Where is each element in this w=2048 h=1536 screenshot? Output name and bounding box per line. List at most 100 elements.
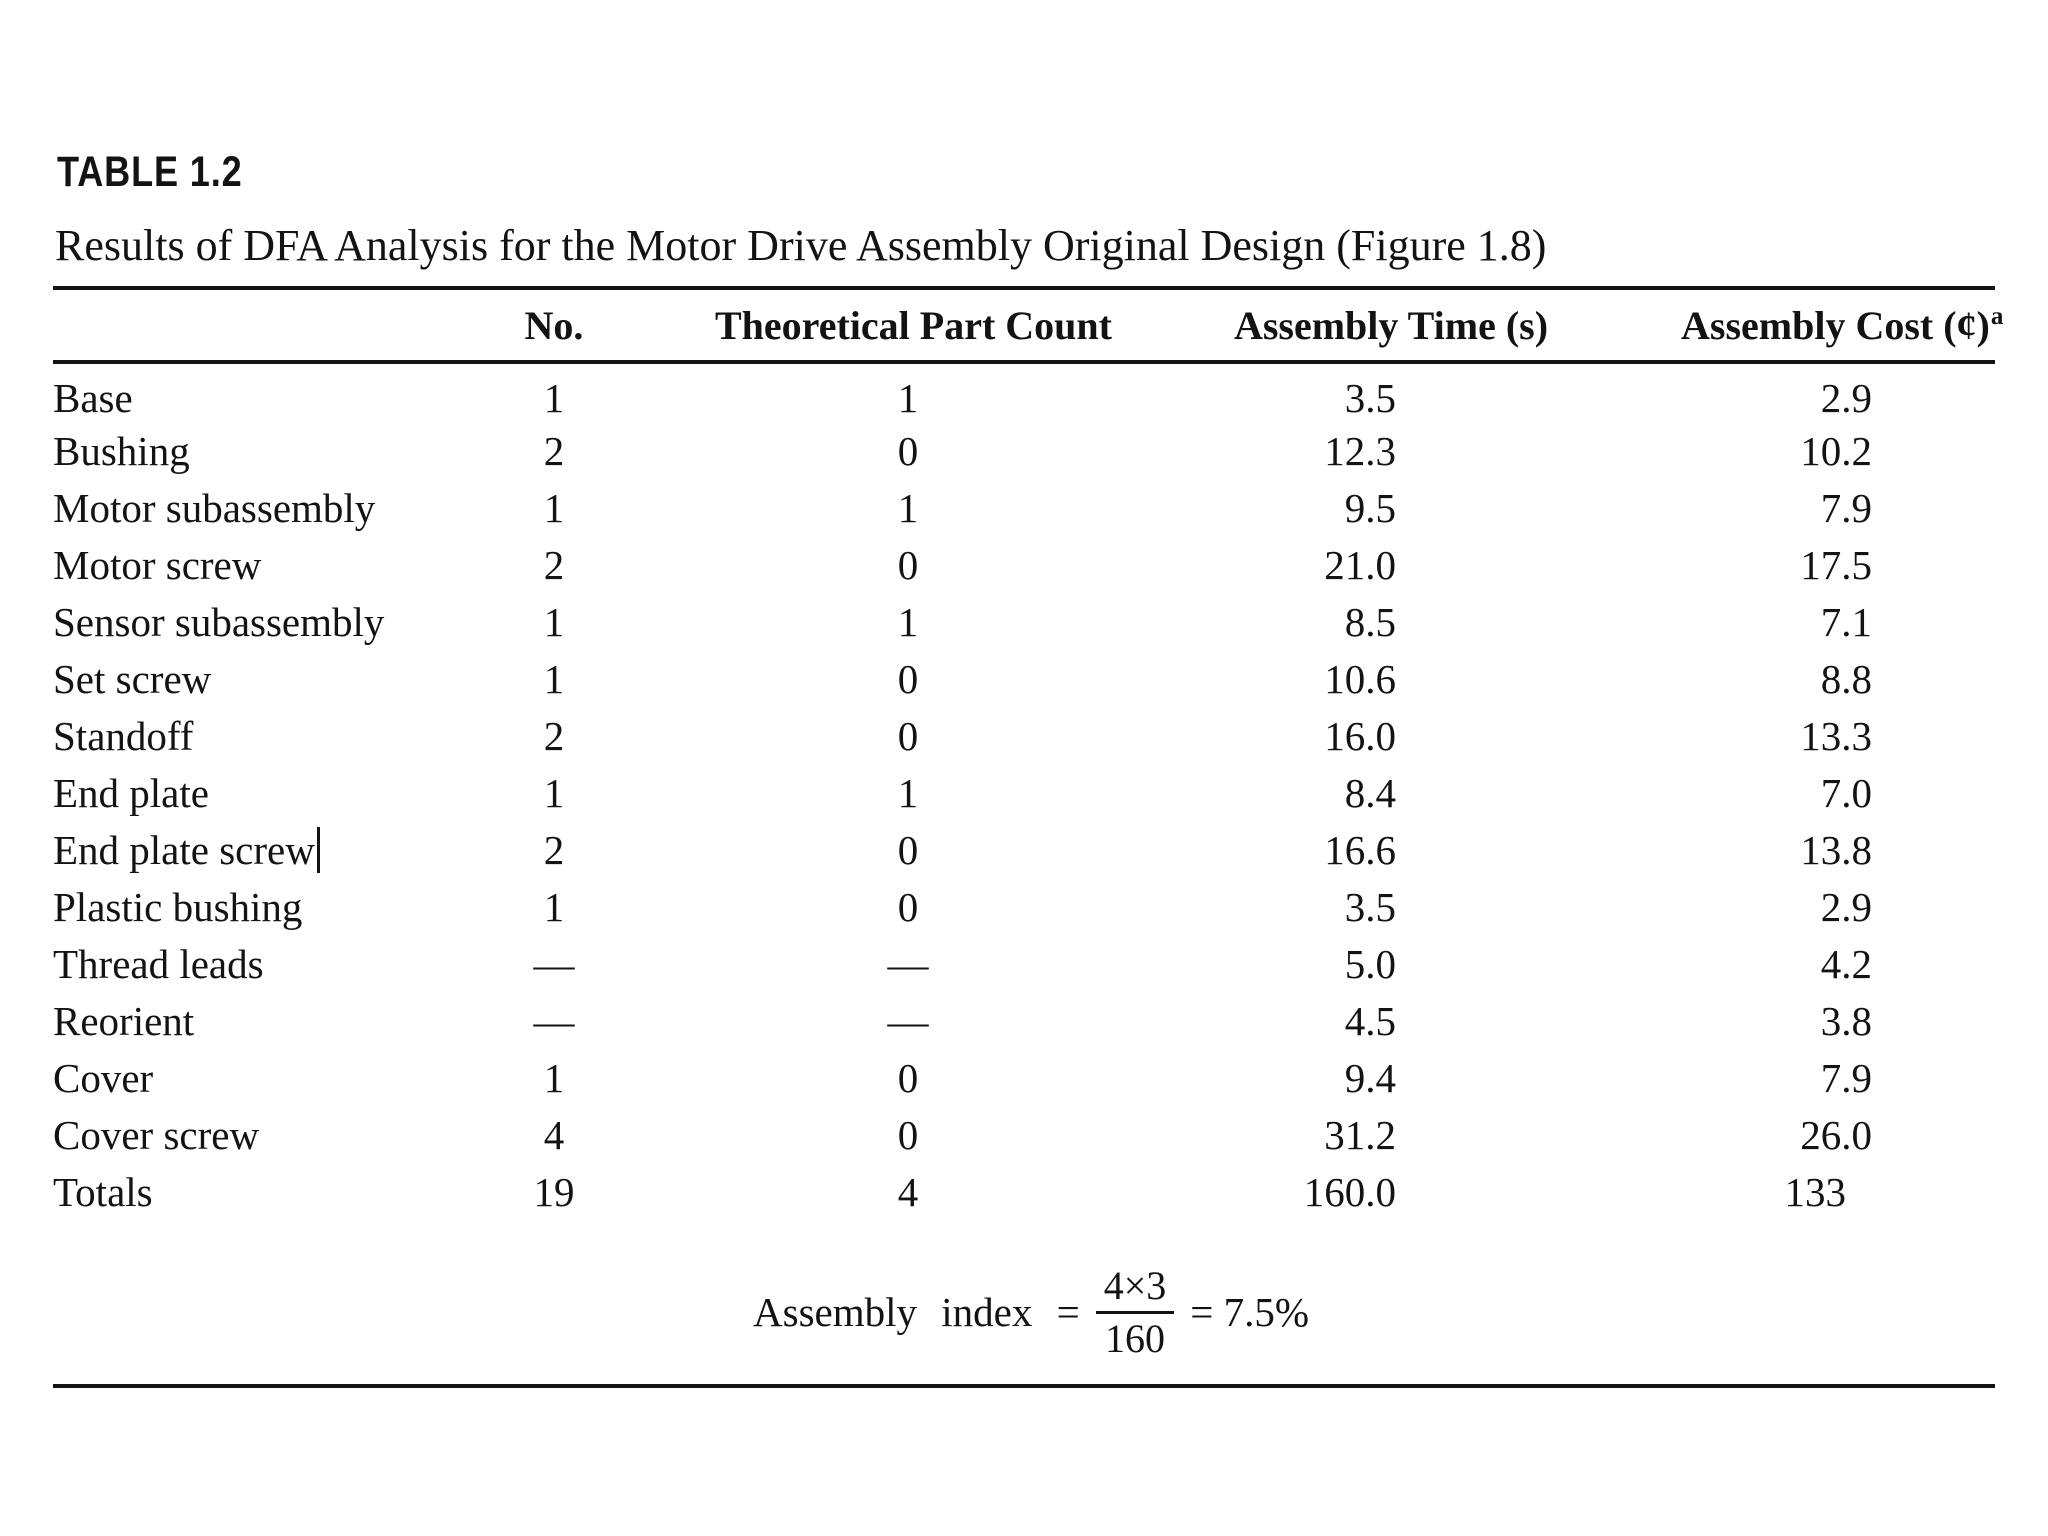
cost-cell: 8.8 bbox=[1820, 655, 1872, 702]
time-cell: 16.6 bbox=[1324, 826, 1396, 873]
table-row: Reorient — — 4.5 3.8 bbox=[53, 992, 1995, 1049]
bottom-rule bbox=[53, 1384, 1995, 1388]
fraction-denominator: 160 bbox=[1095, 1310, 1175, 1360]
column-header-assembly-time: Assembly Time (s) bbox=[1233, 302, 1549, 348]
table-row: Set screw 1 0 10.6 8.8 bbox=[53, 650, 1995, 707]
time-cell: 31.2 bbox=[1324, 1111, 1396, 1158]
theo-cell: 1 bbox=[897, 375, 919, 421]
dfa-results-table: No. Theoretical Part Count Assembly Time… bbox=[53, 294, 2004, 1220]
no-cell: 1 bbox=[543, 769, 565, 816]
time-cell: 5.0 bbox=[1344, 940, 1396, 987]
cost-cell: 7.9 bbox=[1820, 1054, 1872, 1101]
theo-cell: — bbox=[887, 940, 929, 987]
theo-cell: 4 bbox=[897, 1168, 919, 1215]
theo-cell: 1 bbox=[897, 769, 919, 816]
cost-cell: 2.9 bbox=[1820, 883, 1872, 930]
part-cell: Set screw bbox=[53, 655, 212, 702]
part-cell: End plate bbox=[53, 769, 209, 816]
time-cell: 8.5 bbox=[1344, 598, 1396, 645]
table-row: Cover 1 0 9.4 7.9 bbox=[53, 1049, 1995, 1106]
part-cell: Base bbox=[53, 375, 133, 421]
no-cell: 2 bbox=[543, 712, 565, 759]
formula-result: = 7.5% bbox=[1190, 1289, 1310, 1335]
table-row: End plate 1 1 8.4 7.0 bbox=[53, 764, 1995, 821]
cost-cell: 7.0 bbox=[1820, 769, 1872, 816]
part-cell: Cover screw bbox=[53, 1111, 260, 1158]
table-row: Plastic bushing 1 0 3.5 2.9 bbox=[53, 878, 1995, 935]
part-cell: Cover bbox=[53, 1054, 154, 1101]
time-cell: 21.0 bbox=[1324, 541, 1396, 588]
part-cell: Motor subassembly bbox=[53, 484, 376, 531]
part-cell: Thread leads bbox=[53, 940, 264, 987]
table-row: Totals 19 4 160.0 133 bbox=[53, 1163, 1995, 1220]
part-cell: Sensor subassembly bbox=[53, 598, 385, 645]
theo-cell: 1 bbox=[897, 484, 919, 531]
footnote-marker: a bbox=[1990, 303, 2004, 331]
table-row: Standoff 2 0 16.0 13.3 bbox=[53, 707, 1995, 764]
part-cell: Plastic bushing bbox=[53, 883, 303, 930]
time-cell: 160.0 bbox=[1303, 1168, 1396, 1215]
table-row: Sensor subassembly 1 1 8.5 7.1 bbox=[53, 593, 1995, 650]
theo-cell: 0 bbox=[897, 655, 919, 702]
no-cell: 2 bbox=[543, 541, 565, 588]
theo-cell: 0 bbox=[897, 1054, 919, 1101]
text-cursor bbox=[316, 826, 320, 873]
theo-cell: — bbox=[887, 997, 929, 1044]
column-header-no: No. bbox=[524, 302, 584, 348]
part-cell: Bushing bbox=[53, 427, 190, 474]
formula-fraction: 4×3 160 bbox=[1095, 1262, 1175, 1360]
column-header-part bbox=[53, 294, 393, 360]
cost-cell: 7.9 bbox=[1820, 484, 1872, 531]
no-cell: 2 bbox=[543, 826, 565, 873]
assembly-cost-label: Assembly Cost (¢) bbox=[1681, 302, 1990, 348]
theo-cell: 0 bbox=[897, 883, 919, 930]
cost-cell: 3.8 bbox=[1820, 997, 1872, 1044]
cost-cell: 26.0 bbox=[1800, 1111, 1872, 1158]
no-cell: 19 bbox=[533, 1168, 575, 1215]
formula-label: Assembly index = bbox=[753, 1289, 1080, 1335]
table-body: Base 1 1 3.5 2.9 Bushing 2 0 12.3 10.2 Motor subas… bbox=[53, 360, 1995, 1220]
header-rule bbox=[53, 360, 1995, 364]
table-row: Base 1 1 3.5 2.9 bbox=[53, 360, 1995, 422]
no-cell: 1 bbox=[543, 375, 565, 421]
column-header-assembly-cost: Assembly Cost (¢)a bbox=[1681, 294, 2003, 360]
no-cell: 2 bbox=[543, 427, 565, 474]
time-cell: 10.6 bbox=[1324, 655, 1396, 702]
table-label: TABLE 1.2 bbox=[57, 148, 243, 196]
no-cell: 4 bbox=[543, 1111, 565, 1158]
part-cell: Totals bbox=[53, 1168, 153, 1215]
time-cell: 4.5 bbox=[1344, 997, 1396, 1044]
time-cell: 16.0 bbox=[1324, 712, 1396, 759]
part-cell: End plate screw bbox=[53, 821, 393, 878]
no-cell: — bbox=[533, 997, 575, 1044]
theo-cell: 0 bbox=[897, 712, 919, 759]
cost-cell: 10.2 bbox=[1800, 427, 1872, 474]
time-cell: 12.3 bbox=[1324, 427, 1396, 474]
theo-cell: 0 bbox=[897, 427, 919, 474]
theo-cell: 0 bbox=[897, 1111, 919, 1158]
time-cell: 3.5 bbox=[1344, 375, 1396, 421]
theo-cell: 0 bbox=[897, 541, 919, 588]
cost-cell: 2.9 bbox=[1820, 375, 1872, 421]
table-row: Thread leads — — 5.0 4.2 bbox=[53, 935, 1995, 992]
cost-cell: 13.8 bbox=[1800, 826, 1872, 873]
time-cell: 8.4 bbox=[1344, 769, 1396, 816]
cost-cell: 133 bbox=[1784, 1168, 1847, 1215]
no-cell: — bbox=[533, 940, 575, 987]
fraction-numerator: 4×3 bbox=[1103, 1262, 1167, 1308]
no-cell: 1 bbox=[543, 1054, 565, 1101]
no-cell: 1 bbox=[543, 598, 565, 645]
cost-cell: 17.5 bbox=[1800, 541, 1872, 588]
table-row: Bushing 2 0 12.3 10.2 bbox=[53, 422, 1995, 479]
time-cell: 9.4 bbox=[1344, 1054, 1396, 1101]
table-row: Motor subassembly 1 1 9.5 7.9 bbox=[53, 479, 1995, 536]
header-row: No. Theoretical Part Count Assembly Time… bbox=[53, 294, 2004, 360]
part-cell: Reorient bbox=[53, 997, 195, 1044]
part-cell: Standoff bbox=[53, 712, 194, 759]
time-cell: 9.5 bbox=[1344, 484, 1396, 531]
time-cell: 3.5 bbox=[1344, 883, 1396, 930]
theo-cell: 0 bbox=[897, 826, 919, 873]
theo-cell: 1 bbox=[897, 598, 919, 645]
table-row: End plate screw 2 0 16.6 13.8 bbox=[53, 821, 1995, 878]
